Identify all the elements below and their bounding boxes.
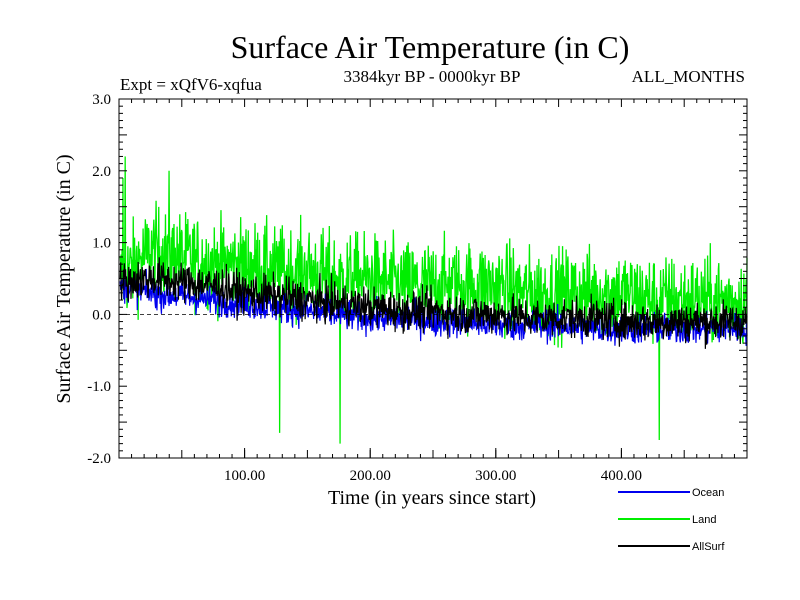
- chart-title: Surface Air Temperature (in C): [231, 29, 630, 65]
- legend-label-allsurf: AllSurf: [692, 541, 725, 553]
- y-tick-label: 2.0: [92, 164, 111, 180]
- x-tick-label: 300.00: [475, 468, 516, 484]
- x-axis-label: Time (in years since start): [328, 487, 536, 509]
- y-tick-label: 1.0: [92, 236, 111, 252]
- experiment-label: Expt = xQfV6-xqfua: [120, 75, 262, 94]
- x-tick-label: 400.00: [601, 468, 642, 484]
- series-layer: [119, 156, 748, 444]
- y-tick-label: -2.0: [87, 451, 111, 467]
- y-tick-label: -1.0: [87, 379, 111, 395]
- months-label: ALL_MONTHS: [632, 67, 745, 86]
- tick-layer: 100.00 200.00 300.00 400.00 3.0 2.0 1.0 0.0 -1.0…: [87, 92, 747, 484]
- legend-label-ocean: Ocean: [692, 487, 724, 499]
- series-line-allsurf: [119, 257, 748, 349]
- series-line-land: [119, 156, 748, 444]
- y-axis-label: Surface Air Temperature (in C): [53, 154, 75, 403]
- legend: Ocean Land AllSurf: [618, 487, 725, 553]
- y-tick-label: 3.0: [92, 92, 111, 108]
- y-tick-label: 0.0: [92, 307, 111, 323]
- time-range-label: 3384kyr BP - 0000kyr BP: [344, 67, 521, 86]
- x-tick-label: 100.00: [224, 468, 265, 484]
- x-tick-label: 200.00: [350, 468, 391, 484]
- legend-label-land: Land: [692, 514, 716, 526]
